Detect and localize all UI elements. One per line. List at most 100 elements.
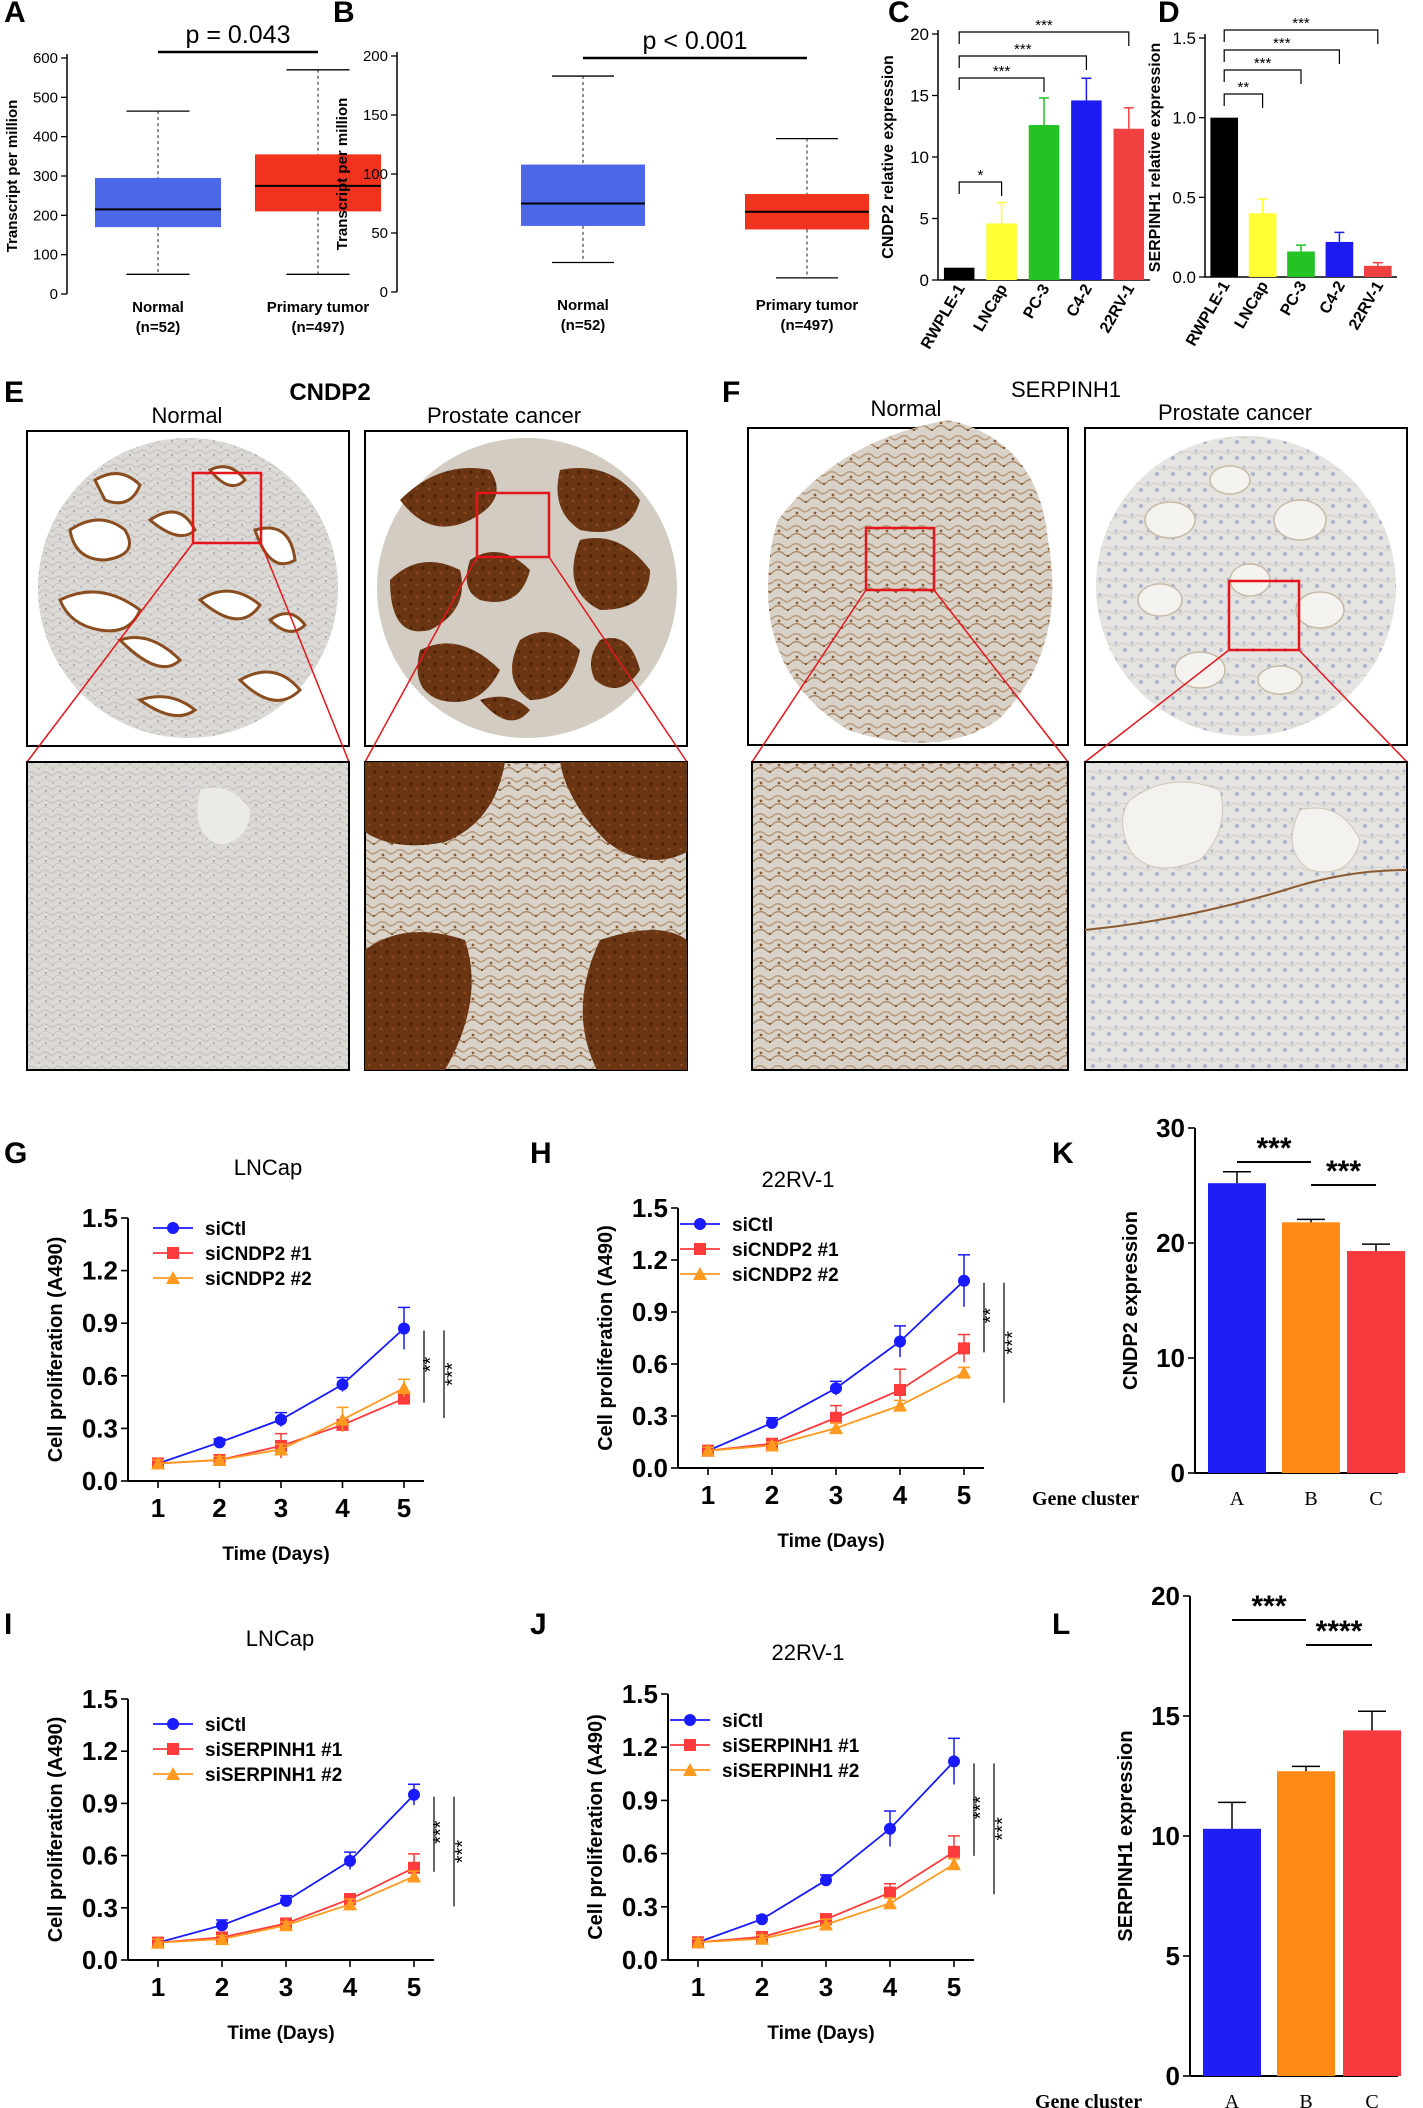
- significance-bracket: [1223, 49, 1340, 64]
- y-tick-label: 15: [910, 87, 929, 106]
- panel-e-cancer-label: Prostate cancer: [427, 403, 581, 428]
- y-tick-label: 1.5: [82, 1203, 118, 1233]
- significance-stars: ***: [430, 1820, 452, 1844]
- y-tick-label: 0.9: [632, 1297, 668, 1327]
- legend-label: siCNDP2 #1: [205, 1244, 312, 1265]
- legend-marker: [167, 1247, 179, 1259]
- legend-label: siSERPINH1 #2: [205, 1765, 342, 1786]
- panel-e-cancer-zoom: [364, 761, 688, 1071]
- significance-stars: ***: [1251, 1590, 1286, 1623]
- bar: [1287, 251, 1315, 277]
- panel-h-title: 22RV-1: [762, 1167, 835, 1192]
- data-point: [398, 1392, 410, 1405]
- y-tick-label: 1.5: [1172, 29, 1196, 48]
- data-point: [766, 1416, 778, 1429]
- data-point: [275, 1413, 287, 1426]
- data-point: [883, 1896, 897, 1910]
- y-tick-label: 5: [920, 210, 929, 229]
- y-axis-label: Cell proliferation (A490): [45, 1237, 67, 1463]
- bar: [1113, 128, 1145, 280]
- legend-label: siSERPINH1 #1: [722, 1736, 860, 1757]
- panel-label-h: H: [530, 1137, 552, 1170]
- data-point: [948, 1845, 960, 1858]
- significance-stars: **: [1238, 79, 1250, 96]
- legend-marker: [684, 1714, 696, 1726]
- y-tick-label: 150: [363, 107, 388, 124]
- bar: [1248, 213, 1277, 277]
- panel-f-cancer-zoom: [1084, 761, 1408, 1071]
- x-tick-label: PC-3: [1278, 278, 1311, 318]
- data-point: [884, 1886, 896, 1899]
- y-tick-label: 400: [33, 129, 58, 146]
- panel-c-barplot: 0 5 10 15 20 CNDP2 relative expression RWPLE-1…: [880, 17, 1150, 352]
- y-tick-label: 0.9: [82, 1788, 118, 1818]
- significance-bracket: [958, 181, 1003, 196]
- data-point: [343, 1897, 357, 1911]
- legend-label: siCNDP2 #2: [732, 1265, 839, 1286]
- panel-i-title: LNCap: [246, 1626, 314, 1651]
- panel-b-boxplot: 0 50 100 150 200 Transcript per million Normal…: [334, 27, 869, 334]
- x-tick-label: C4-2: [1317, 278, 1349, 317]
- data-point: [335, 1412, 350, 1426]
- x-tick-label: 5: [397, 1493, 411, 1523]
- y-axis-label: Cell proliferation (A490): [585, 1714, 607, 1940]
- panel-f-zoom-lines: [751, 589, 1408, 763]
- x-axis-label: Gene cluster: [1035, 2091, 1142, 2108]
- significance-stars: ***: [1002, 1331, 1024, 1355]
- x-tick-label: 1: [151, 1493, 165, 1523]
- data-point: [215, 1932, 229, 1946]
- data-point: [216, 1919, 228, 1932]
- panel-e-title: CNDP2: [289, 379, 370, 406]
- data-point: [830, 1411, 842, 1424]
- y-tick-label: 10: [1151, 1821, 1180, 1851]
- data-point: [151, 1935, 165, 1949]
- data-point: [213, 1436, 226, 1449]
- x-axis-label: Time (Days): [222, 1544, 329, 1565]
- panel-label-b: B: [333, 0, 355, 29]
- panel-i-lineplot: 0.0 0.3 0.6 0.9 1.2 1.5 1 2 3 4 5 Time (Days) Cell p…: [45, 1684, 474, 2044]
- y-tick-label: 0.3: [82, 1893, 118, 1923]
- data-point: [151, 1456, 165, 1470]
- x-tick-label: Primary tumor: [756, 297, 859, 314]
- y-tick-label: 0: [380, 284, 388, 301]
- panel-j-title: 22RV-1: [772, 1640, 845, 1665]
- significance-stars: ***: [442, 1362, 464, 1386]
- x-tick-label: RWPLE-1: [1183, 278, 1234, 349]
- x-tick-label: A: [1230, 1488, 1245, 1510]
- legend-marker: [167, 1718, 179, 1730]
- y-tick-label: 0.5: [1172, 188, 1196, 207]
- bar: [1363, 265, 1392, 277]
- x-tick-label: C4-2: [1064, 281, 1096, 320]
- x-tick-label: 4: [343, 1972, 358, 2002]
- y-tick-label: 0.6: [82, 1841, 118, 1871]
- p-value-label: p = 0.043: [186, 21, 291, 49]
- panel-label-i: I: [4, 1608, 12, 1641]
- data-point: [280, 1894, 292, 1907]
- y-tick-label: 200: [363, 48, 388, 65]
- y-tick-label: 1.5: [632, 1193, 668, 1223]
- x-tick-label: 2: [215, 1972, 229, 2002]
- x-tick-label: 3: [829, 1480, 843, 1510]
- x-tick-label: 22RV-1: [1097, 281, 1138, 336]
- legend-marker: [167, 1743, 179, 1755]
- y-tick-label: 20: [1151, 1581, 1180, 1611]
- y-axis-label: Cell proliferation (A490): [595, 1225, 617, 1451]
- data-point: [691, 1935, 705, 1949]
- panel-f-normal-zoom: [751, 761, 1069, 1071]
- x-axis-label: Gene cluster: [1032, 1488, 1139, 1510]
- significance-stars: ***: [1035, 17, 1053, 34]
- panel-g-lineplot: 0.0 0.3 0.6 0.9 1.2 1.5 1 2 3 4 5 Time (Days) Cell p…: [45, 1203, 464, 1565]
- data-point: [893, 1398, 907, 1412]
- panel-g-title: LNCap: [234, 1155, 302, 1180]
- panel-f-normal-core: [747, 420, 1069, 746]
- panel-label-a: A: [4, 0, 26, 29]
- data-point: [830, 1382, 842, 1395]
- y-tick-label: 0: [1166, 2061, 1180, 2091]
- legend-marker: [693, 1267, 707, 1280]
- y-tick-label: 0.0: [82, 1466, 118, 1496]
- legend-marker: [683, 1763, 697, 1776]
- bar: [986, 223, 1017, 280]
- x-tick-label: B: [1299, 2091, 1312, 2108]
- bar: [1343, 1730, 1401, 2076]
